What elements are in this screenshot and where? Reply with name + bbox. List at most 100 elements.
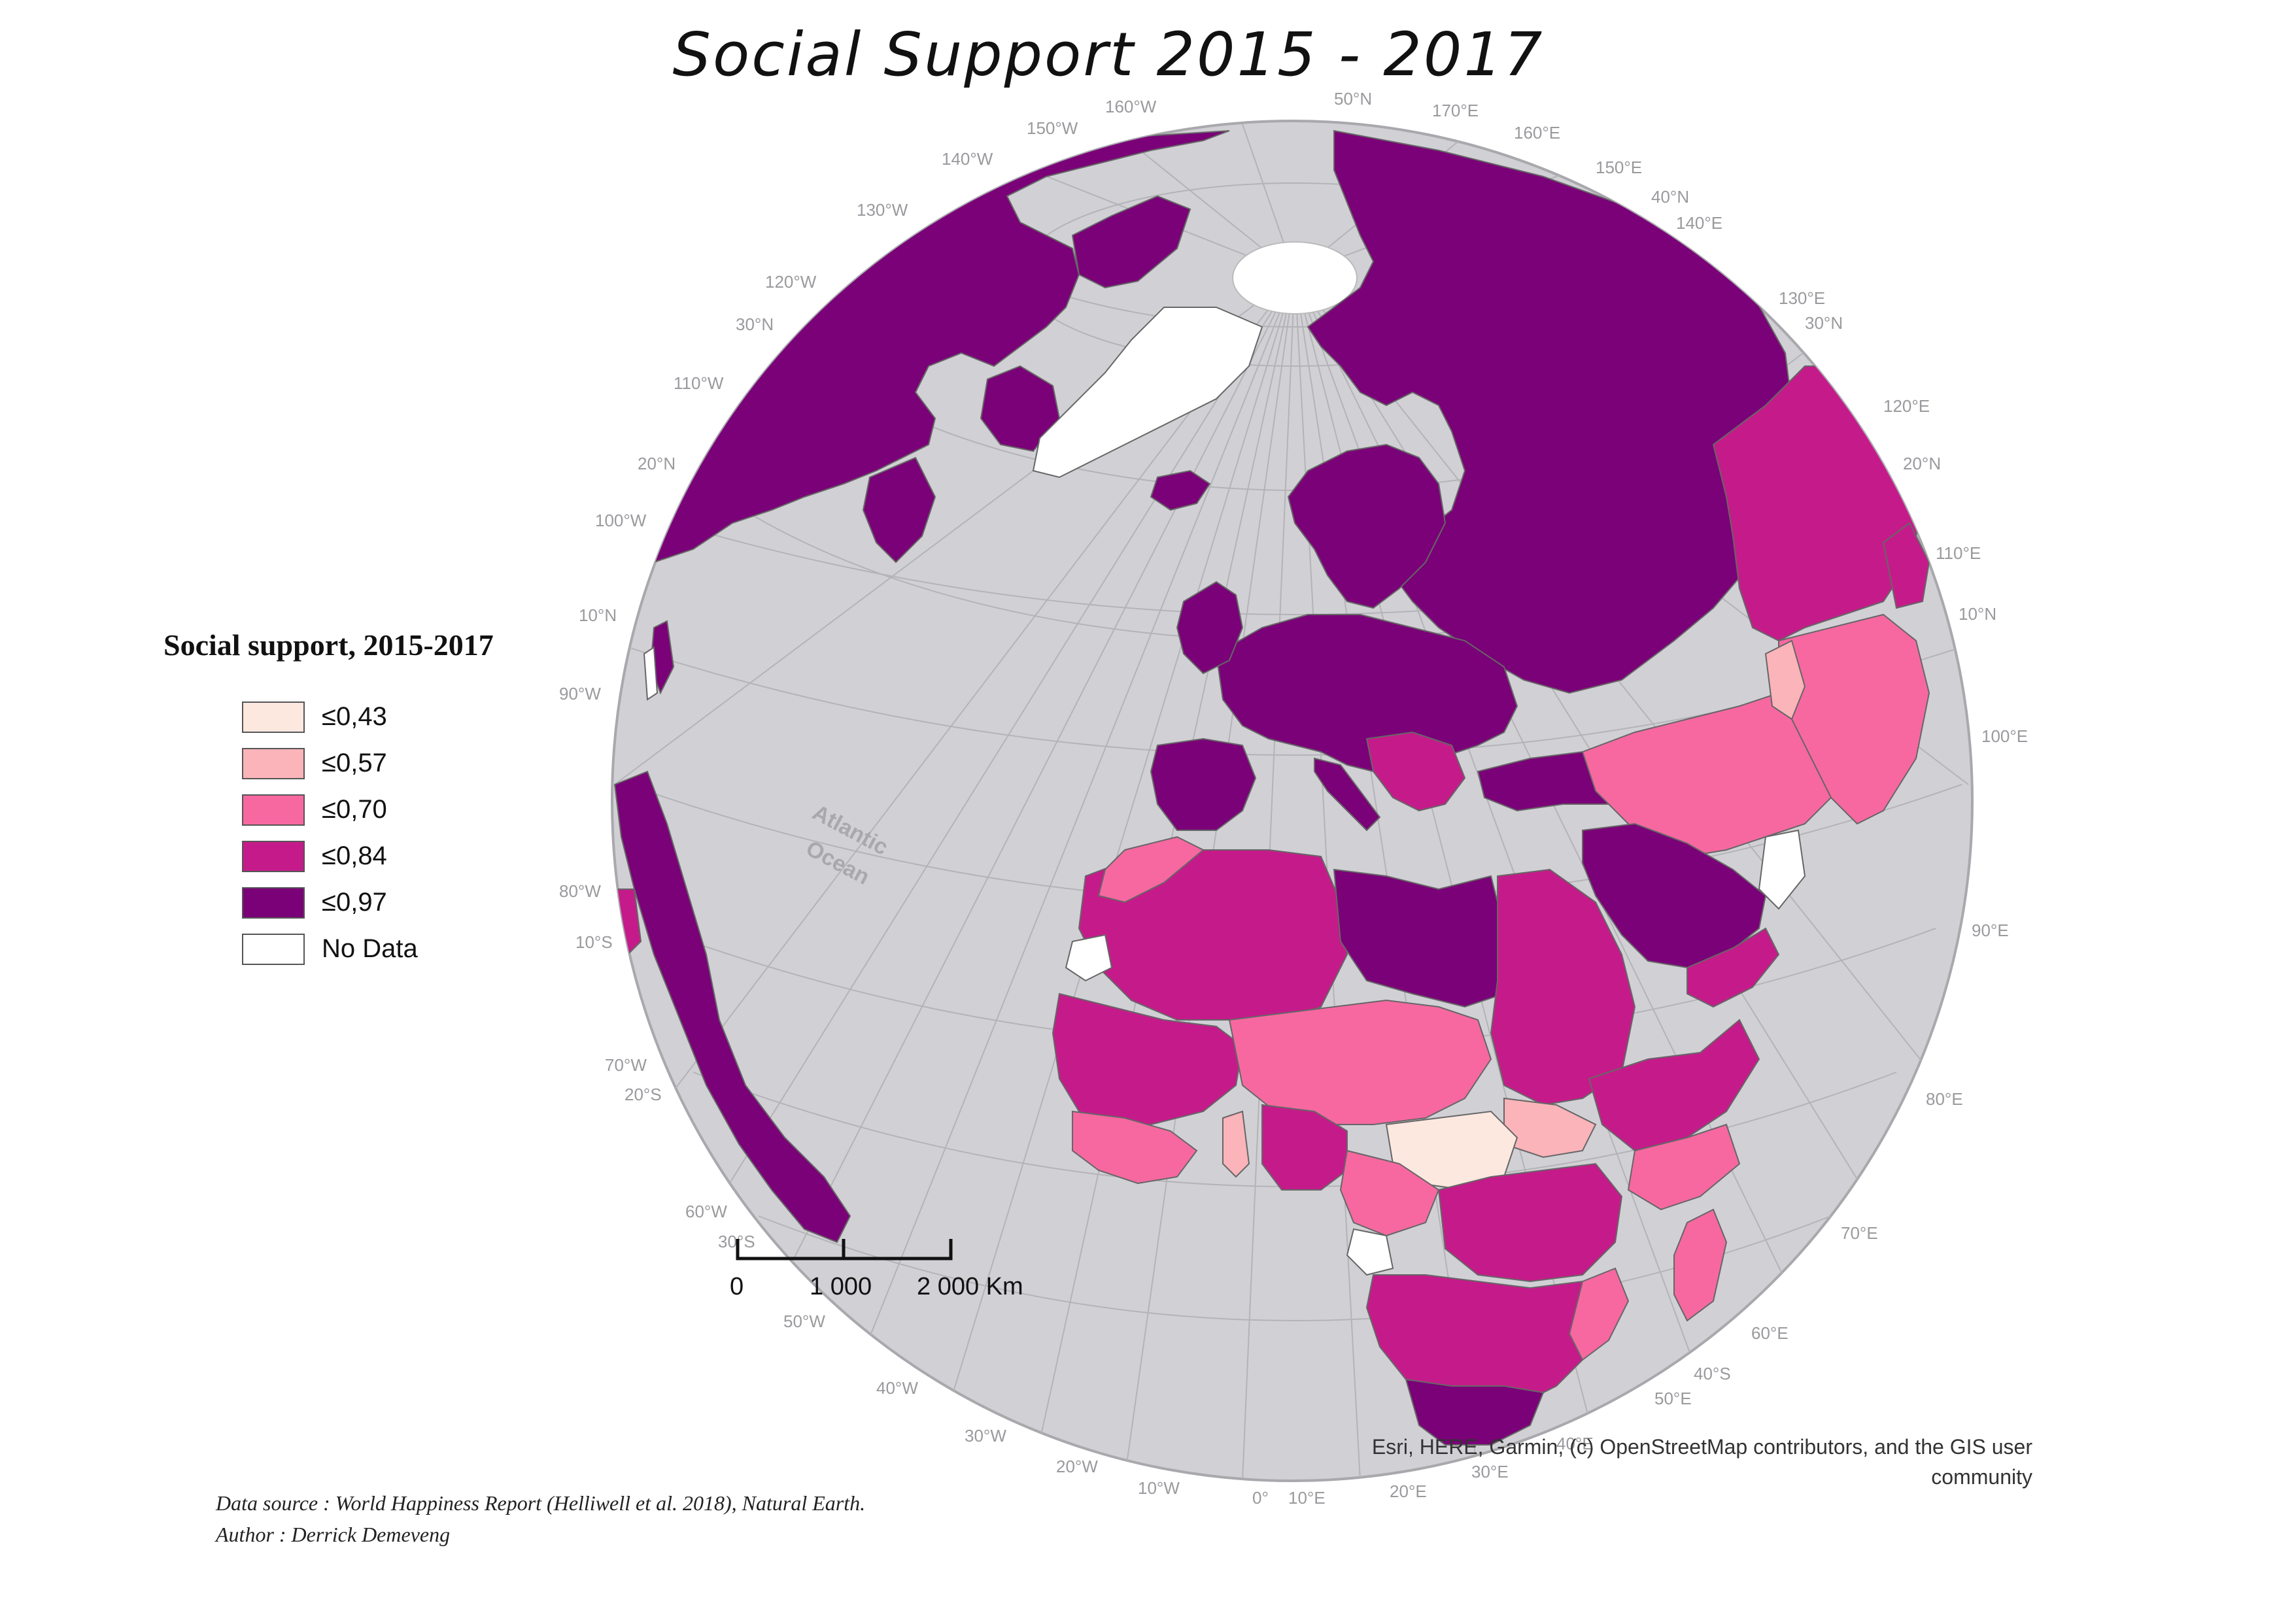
scale-label-0: 0: [730, 1273, 744, 1300]
japan: [1882, 522, 1930, 609]
south-asia-pale: [1764, 639, 1806, 720]
legend-swatch: [242, 794, 305, 826]
legend-title: Social support, 2015-2017: [163, 628, 494, 662]
balkans: [1365, 731, 1466, 812]
legend-label: ≤0,97: [322, 888, 387, 917]
graticule-label: 110°W: [674, 373, 724, 393]
graticule-label: 30°N: [736, 314, 774, 334]
map-credits: Esri, HERE, Garmin, (c) OpenStreetMap co…: [1371, 1435, 2032, 1489]
graticule-label: 170°E: [1432, 101, 1479, 120]
author-line: Author : Derrick Demeveng: [216, 1523, 451, 1546]
graticule-label: 10°S: [575, 932, 613, 952]
graticule-label: 80°W: [559, 881, 601, 901]
graticule-label: 90°W: [559, 684, 601, 703]
graticule-label: 10°W: [1138, 1478, 1180, 1498]
graticule-label: 40°N: [1651, 187, 1689, 207]
mozambique-pink: [1568, 1267, 1630, 1361]
legend-label: ≤0,43: [322, 702, 387, 731]
gabon-no-data: [1346, 1228, 1394, 1276]
graticule-label: 100°W: [595, 511, 647, 530]
graticule-label: 70°W: [605, 1055, 647, 1075]
graticule-label: 130°W: [857, 200, 908, 220]
graticule-label: 10°N: [579, 605, 617, 625]
legend-label: No Data: [322, 934, 418, 963]
graticule-label: 120°E: [1883, 396, 1930, 416]
madagascar: [1673, 1208, 1728, 1322]
graticule-label: 140°E: [1676, 213, 1722, 233]
graticule-label: 10°N: [1959, 604, 1996, 624]
graticule-label: 150°W: [1027, 118, 1078, 138]
graticule-label: 20°N: [1903, 454, 1941, 473]
south-africa: [1405, 1378, 1545, 1446]
graticule-label: 40°S: [1694, 1364, 1731, 1383]
legend-swatch: [242, 701, 305, 733]
graticule-label: 160°E: [1514, 123, 1560, 143]
scale-label-1000: 1 000: [810, 1273, 872, 1300]
graticule-labels: 50°N 170°E 160°W 150°W 160°E 140°W 150°E…: [559, 89, 2028, 1508]
oman-no-data: [1758, 829, 1806, 910]
graticule-label: 20°E: [1390, 1481, 1427, 1501]
east-africa: [1437, 1162, 1623, 1283]
greenland-no-data: [1032, 307, 1263, 479]
iberia: [1150, 737, 1257, 831]
legend-item: No Data: [242, 926, 494, 972]
graticule-label: 140°W: [942, 149, 993, 169]
canada-islands: [1071, 195, 1191, 289]
south-america-west: [613, 770, 851, 1243]
scale-label-2000: 2 000 Km: [917, 1273, 1023, 1300]
polar-cap: [1232, 241, 1358, 314]
graticule-label: 100°E: [1981, 726, 2028, 746]
legend-item: ≤0,70: [242, 787, 494, 833]
graticule-label: 90°E: [1972, 921, 2009, 940]
graticule-label: 30°W: [965, 1426, 1006, 1446]
legend: Social support, 2015-2017 ≤0,43 ≤0,57 ≤0…: [163, 628, 494, 972]
labrador-region: [862, 456, 936, 564]
graticule-label: 110°E: [1936, 543, 1981, 563]
legend-swatch: [242, 747, 305, 779]
graticule-label: 40°W: [876, 1378, 918, 1398]
legend-swatch: [242, 887, 305, 919]
graticule-label: 80°E: [1926, 1089, 1963, 1109]
scale-bar: 0 1 000 2 000 Km: [730, 1239, 1023, 1300]
legend-item: ≤0,43: [242, 694, 494, 740]
legend-item: ≤0,84: [242, 833, 494, 879]
graticule-label: 20°N: [638, 454, 676, 473]
graticule-label: 120°W: [765, 272, 817, 292]
data-source: Data source : World Happiness Report (He…: [216, 1487, 865, 1550]
congo-region: [1339, 1149, 1440, 1237]
scandinavia: [1287, 443, 1447, 609]
graticule-label: 50°N: [1334, 89, 1372, 109]
legend-label: ≤0,84: [322, 841, 387, 870]
yemen: [1686, 927, 1780, 1008]
globe-contents: [612, 121, 1972, 1481]
graticule-label: 130°E: [1779, 288, 1825, 308]
graticule-label: 30°E: [1471, 1462, 1509, 1481]
graticule-label: 70°E: [1841, 1223, 1878, 1243]
graticule-label: 160°W: [1105, 97, 1157, 116]
graticule-label: 30°N: [1805, 313, 1843, 333]
graticule-label: 150°E: [1596, 158, 1642, 177]
west-africa: [1052, 992, 1244, 1125]
graticule-label: 10°E: [1288, 1488, 1326, 1508]
southern-africa: [1365, 1274, 1597, 1413]
source-line: Data source : World Happiness Report (He…: [216, 1491, 866, 1515]
western-sahara-no-data: [1065, 934, 1113, 982]
legend-swatch: [242, 840, 305, 872]
ghana-pale: [1222, 1110, 1250, 1178]
map-title: Social Support 2015 - 2017: [672, 20, 1545, 90]
scale-bar-line: [736, 1239, 953, 1260]
europe-west: [1215, 614, 1518, 773]
legend-item: ≤0,97: [242, 879, 494, 926]
graticule-label: 60°E: [1751, 1323, 1789, 1343]
graticule-label: 0°: [1252, 1488, 1269, 1508]
iceland: [1150, 469, 1211, 511]
legend-swatch: [242, 933, 305, 965]
legend-label: ≤0,70: [322, 795, 387, 824]
gulf-of-guinea-coast: [1072, 1110, 1198, 1185]
uk-ireland: [1176, 581, 1244, 675]
graticule-label: 60°W: [685, 1202, 727, 1221]
north-africa-west: [1078, 849, 1348, 1021]
somalia-pink: [1627, 1123, 1741, 1211]
